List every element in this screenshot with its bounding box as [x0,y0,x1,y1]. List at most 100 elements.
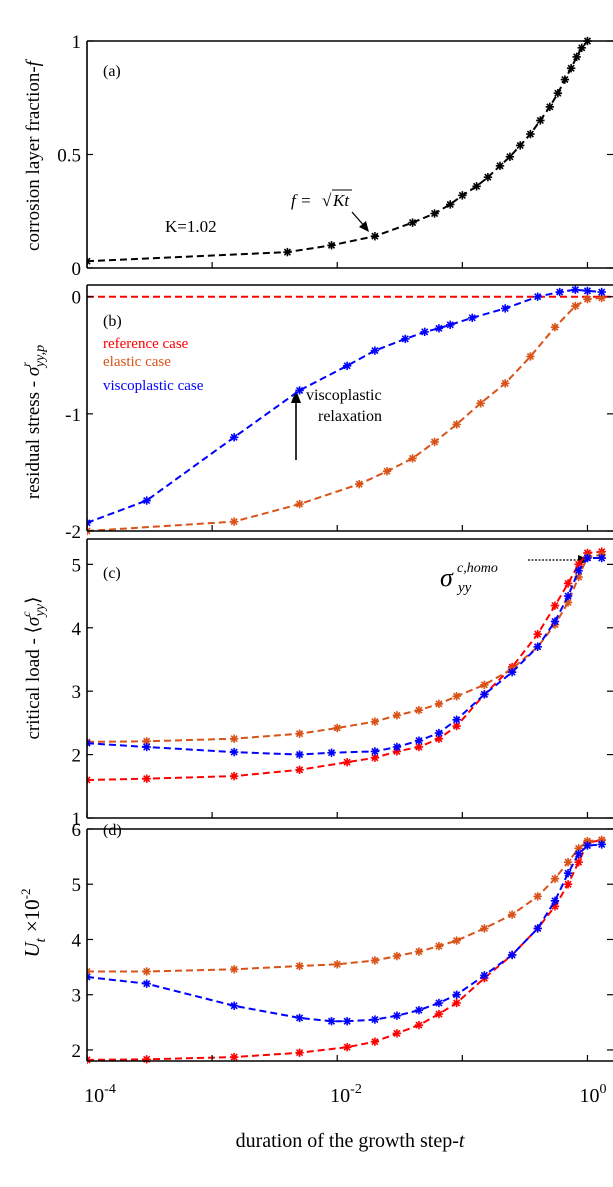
panel-b-point-viscoplastic-case [571,285,580,294]
panel-d-point-reference-case [392,1029,402,1038]
panel-d-point-elastic-case [533,892,542,901]
panel-d-point-elastic-case [392,951,402,961]
panel-c-label: (c) [103,565,121,582]
panel-c-point-viscoplastic-case [507,667,517,677]
panel-d-ytick-label: 4 [72,930,82,951]
panel-d-point-reference-case [295,1048,304,1057]
panel-d-point-elastic-case [507,910,517,919]
panel-c-point-viscoplastic-case [452,715,461,724]
panel-c-point-viscoplastic-case [563,591,573,601]
panel-b-point-viscoplastic-case [468,313,477,322]
panel-d-point-reference-case [452,998,461,1008]
svg-text:√: √ [322,191,332,210]
panel-b-point-elastic-case [550,322,560,332]
panel-d-point-reference-case [434,1009,444,1019]
panel-b: (b) reference case elastic case viscopla… [19,313,382,499]
panel-c-point-reference-case [414,742,424,752]
panel-c-line-viscoplastic-case [87,557,602,756]
panel-b-point-elastic-case [408,454,417,463]
panel-c-line-elastic-case [87,553,602,743]
panel-c-point-elastic-case [452,692,461,701]
panel-c-point-elastic-case [414,706,424,715]
panel-d-ylabel: Ut×10-2 [18,888,49,957]
panel-d-point-viscoplastic-case [563,868,573,878]
panel-c-point-reference-case [142,774,151,783]
panel-c-ytick-label: 2 [72,746,82,767]
panel-a-k-annotation: K=1.02 [165,217,217,236]
panel-b-point-viscoplastic-case [142,496,151,505]
x-axis-labels: 10-4 10-2 100 duration of the growth ste… [84,1082,606,1152]
panel-d-point-viscoplastic-case [295,1013,304,1023]
panel-a-point-series [553,89,563,98]
panel-d-plot [87,835,606,1065]
panel-b-point-elastic-case [500,379,510,388]
panel-b-line-elastic-case [87,296,602,532]
panel-c-point-reference-case [550,601,560,610]
panel-b-point-elastic-case [229,517,239,526]
panel-a-point-series [446,200,455,209]
panel-d-point-viscoplastic-case [414,1005,424,1015]
svg-text:yy: yy [456,580,472,596]
panel-d-point-elastic-case [414,947,424,956]
panel-d-point-viscoplastic-case [452,990,461,999]
panel-b-relaxation-annotation: viscoplastic relaxation [291,387,382,460]
panel-d-point-reference-case [142,1055,151,1064]
panel-d-point-viscoplastic-case [87,972,92,982]
panel-c-point-elastic-case [392,711,402,720]
panel-c-point-viscoplastic-case [550,617,560,626]
panel-c-point-viscoplastic-case [327,748,336,757]
panel-a-label: (a) [103,63,121,80]
panel-c-homo-annotation: σ c,homo yy [440,555,590,596]
panel-b-line-viscoplastic-case [87,288,602,524]
panel-d-point-elastic-case [333,960,342,969]
panel-c-point-viscoplastic-case [574,566,583,575]
panel-b-series-viscoplastic-case [87,285,606,527]
panel-c-point-viscoplastic-case [370,747,380,756]
panel-d-point-elastic-case [434,941,444,951]
panel-a-point-series [458,191,467,200]
panel-d-point-viscoplastic-case [434,998,444,1008]
panel-a-ytick-label: 0.5 [57,146,81,167]
panel-d-point-viscoplastic-case [229,1001,239,1010]
legend-elastic-case: elastic case [103,354,171,370]
panel-d-point-elastic-case [229,965,239,974]
panel-a-point-series [572,52,581,62]
panel-b-label: (b) [103,313,122,330]
panel-b-point-elastic-case [476,399,485,408]
panel-a-point-series [560,75,570,84]
panel-c-point-viscoplastic-case [295,750,304,759]
panel-d-point-reference-case [370,1037,380,1046]
panel-a-point-series [505,152,515,161]
panel-c-ytick-label: 1 [72,809,82,830]
panel-c-series-viscoplastic-case [87,553,606,759]
panel-b-point-viscoplastic-case [583,286,592,296]
panel-c-point-viscoplastic-case [229,747,239,757]
panel-b-legend: reference case elastic case viscoplastic… [103,336,204,394]
panel-c-line-reference-case [87,550,602,781]
panel-d-series-viscoplastic-case [87,840,606,1026]
panel-d-point-viscoplastic-case [550,896,560,906]
panel-a-formula-lhs: f = [291,191,311,210]
panel-c: (c) σ c,homo yy critical load - ⟨σcyy⟩ [19,555,590,740]
panel-d-series-elastic-case [87,835,606,976]
panel-c-point-elastic-case [333,723,342,733]
panel-c-ytick-label: 5 [72,555,82,576]
panel-d-line-reference-case [87,839,602,1061]
panel-c-point-reference-case [370,753,380,762]
panel-b-point-elastic-case [430,437,439,447]
panel-a-line-series [87,40,589,263]
panel-a-point-series [577,43,586,53]
panel-b-point-viscoplastic-case [434,324,444,333]
panel-a-plot [87,36,592,266]
x-axis-title: duration of the growth step-t [236,1130,465,1152]
svg-text:f =: f = [291,191,311,210]
panel-a-point-series [370,232,380,241]
panel-a-point-series [566,64,576,73]
panel-d-point-elastic-case [295,961,304,971]
panel-d-point-viscoplastic-case [597,840,606,849]
panel-d-point-elastic-case [142,967,151,976]
panel-d-point-viscoplastic-case [342,1017,352,1026]
panel-d-point-elastic-case [452,936,461,945]
panel-d: (d) Ut×10-2 [18,822,122,958]
